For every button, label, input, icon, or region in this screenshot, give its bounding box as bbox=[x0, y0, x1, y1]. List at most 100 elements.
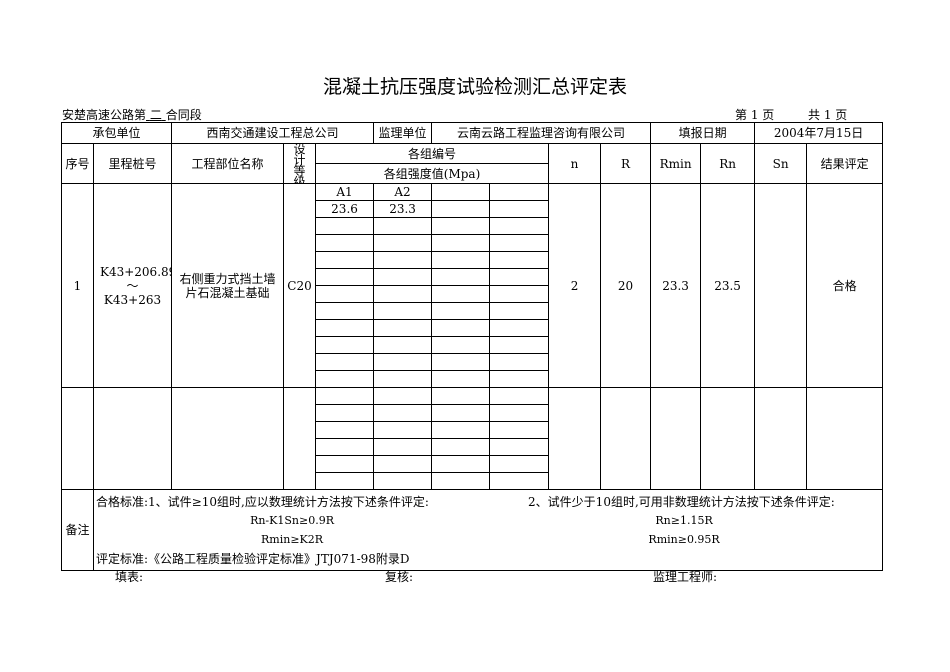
table-row bbox=[62, 319, 883, 337]
strength-cell bbox=[373, 234, 433, 252]
table-row bbox=[62, 370, 883, 388]
group-no-cell bbox=[431, 387, 491, 405]
strength-cell bbox=[373, 455, 433, 473]
col-strength: 各组强度值(Mpa) bbox=[315, 163, 550, 184]
strength-cell bbox=[431, 370, 491, 388]
r-value: 20 bbox=[600, 183, 652, 388]
strength-cell bbox=[489, 268, 550, 286]
table-row bbox=[62, 268, 883, 286]
page-total: 共 1 页 bbox=[808, 108, 848, 122]
rn-value: 23.5 bbox=[700, 183, 756, 388]
table-row bbox=[62, 217, 883, 235]
strength-cell bbox=[315, 268, 375, 286]
strength-cell bbox=[431, 421, 491, 439]
strength-cell bbox=[315, 319, 375, 337]
notes-label: 备注 bbox=[61, 489, 94, 571]
strength-cell bbox=[431, 234, 491, 252]
group-no-cell: A1 bbox=[315, 183, 375, 201]
page-current: 第 1 页 bbox=[735, 108, 775, 122]
contractor: 西南交通建设工程总公司 bbox=[171, 122, 375, 144]
station bbox=[92, 387, 173, 490]
strength-cell bbox=[431, 455, 491, 473]
group-no-cell: A2 bbox=[373, 183, 433, 201]
col-part: 工程部位名称 bbox=[171, 143, 285, 184]
rmin-value: 23.3 bbox=[650, 183, 702, 388]
strength-cell bbox=[315, 302, 375, 320]
strength-cell bbox=[431, 353, 491, 371]
result-value: 合格 bbox=[806, 183, 884, 388]
notes-body: 合格标准:1、试件≥10组时,应以数理统计方法按下述条件评定: 2、试件少于10组… bbox=[92, 489, 884, 571]
strength-cell bbox=[315, 217, 375, 235]
strength-cell bbox=[373, 353, 433, 371]
reviewer-label: 复核: bbox=[385, 570, 414, 584]
strength-cell bbox=[315, 421, 375, 439]
table-row bbox=[62, 234, 883, 252]
strength-cell bbox=[315, 285, 375, 303]
col-rn: Rn bbox=[700, 143, 756, 184]
group-no-cell bbox=[489, 183, 550, 201]
strength-cell: 23.6 bbox=[315, 200, 375, 218]
strength-cell bbox=[489, 472, 550, 490]
date-label: 填报日期 bbox=[650, 122, 756, 144]
strength-cell bbox=[489, 319, 550, 337]
strength-cell bbox=[373, 217, 433, 235]
strength-cell bbox=[315, 234, 375, 252]
table-row bbox=[62, 472, 883, 490]
strength-cell bbox=[489, 302, 550, 320]
strength-cell bbox=[373, 285, 433, 303]
strength-cell bbox=[373, 251, 433, 269]
table-row bbox=[62, 421, 883, 439]
strength-cell bbox=[373, 302, 433, 320]
strength-cell bbox=[315, 370, 375, 388]
col-sn: Sn bbox=[754, 143, 808, 184]
strength-cell bbox=[315, 353, 375, 371]
strength-cell bbox=[373, 438, 433, 456]
group-no-cell bbox=[431, 183, 491, 201]
strength-cell bbox=[373, 404, 433, 422]
page-title: 混凝土抗压强度试验检测汇总评定表 bbox=[322, 76, 627, 98]
strength-cell bbox=[431, 251, 491, 269]
strength-cell bbox=[431, 438, 491, 456]
strength-cell bbox=[489, 370, 550, 388]
strength-cell bbox=[489, 438, 550, 456]
n-value bbox=[548, 387, 602, 490]
strength-cell bbox=[431, 404, 491, 422]
table-row bbox=[62, 302, 883, 320]
formula-1b: Rn≥1.15R bbox=[655, 513, 713, 527]
rn-value bbox=[700, 387, 756, 490]
strength-cell bbox=[431, 200, 491, 218]
formula-1a: Rn-K1Sn≥0.9R bbox=[250, 513, 334, 527]
formula-2b: Rmin≥0.95R bbox=[648, 532, 720, 546]
strength-cell bbox=[315, 455, 375, 473]
strength-cell bbox=[431, 319, 491, 337]
contractor-label: 承包单位 bbox=[60, 122, 173, 144]
col-rmin: Rmin bbox=[650, 143, 702, 184]
group-no-cell bbox=[489, 387, 550, 405]
strength-cell bbox=[431, 336, 491, 354]
contract-section: 安楚高速公路第 二 合同段 bbox=[62, 108, 202, 122]
group-no-cell bbox=[315, 387, 375, 405]
strength-cell bbox=[431, 217, 491, 235]
sn-value bbox=[754, 183, 808, 388]
sn-value bbox=[754, 387, 808, 490]
part-name: 右侧重力式挡土墙片石混凝土基础 bbox=[171, 183, 285, 388]
rmin-value bbox=[650, 387, 702, 490]
part-name bbox=[171, 387, 285, 490]
strength-cell bbox=[431, 472, 491, 490]
formula-2a: Rmin≥K2R bbox=[261, 532, 324, 546]
strength-cell bbox=[373, 370, 433, 388]
strength-cell bbox=[489, 285, 550, 303]
col-group-no: 各组编号 bbox=[315, 143, 550, 164]
table-row bbox=[62, 251, 883, 269]
strength-cell bbox=[315, 336, 375, 354]
note-line1a: 合格标准:1、试件≥10组时,应以数理统计方法按下述条件评定: bbox=[96, 494, 429, 509]
strength-cell bbox=[489, 200, 550, 218]
strength-cell bbox=[315, 438, 375, 456]
result-value bbox=[806, 387, 884, 490]
strength-cell bbox=[431, 302, 491, 320]
design-grade: C20 bbox=[283, 183, 317, 388]
note-line1b: 2、试件少于10组时,可用非数理统计方法按下述条件评定: bbox=[528, 494, 835, 509]
strength-cell bbox=[315, 472, 375, 490]
strength-cell bbox=[431, 268, 491, 286]
date: 2004年7月15日 bbox=[754, 122, 884, 144]
